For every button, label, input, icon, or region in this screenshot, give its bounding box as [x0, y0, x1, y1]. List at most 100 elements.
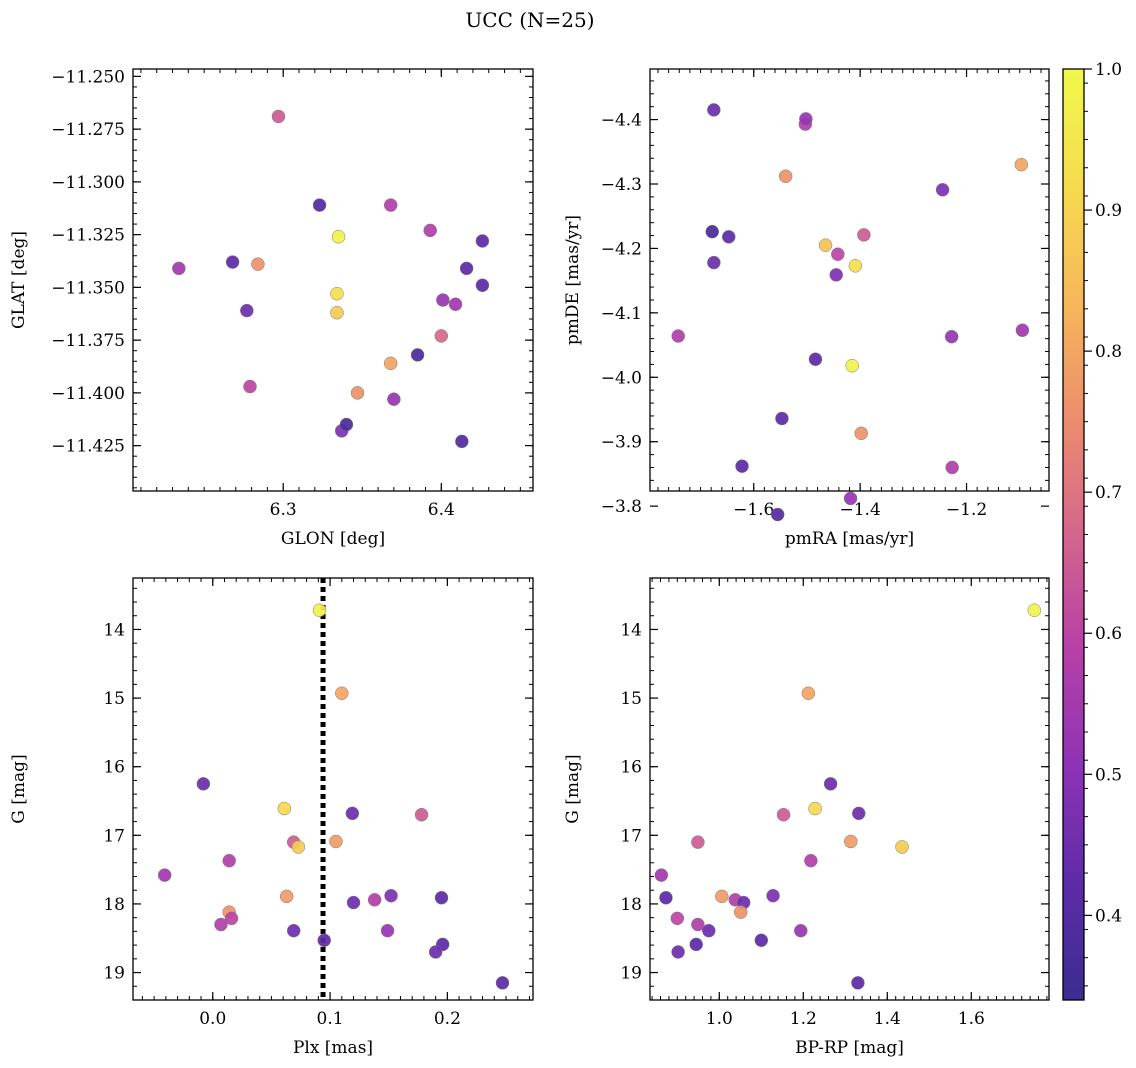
figure-title: UCC (N=25)	[465, 8, 594, 32]
data-point	[383, 356, 398, 371]
data-point	[240, 303, 254, 318]
data-point	[945, 460, 959, 475]
data-point	[243, 379, 257, 394]
y-tick-label: 17	[620, 826, 642, 846]
data-point	[346, 895, 361, 910]
y-tick-label: 14	[103, 620, 125, 640]
data-point	[671, 329, 685, 343]
data-point	[423, 223, 437, 238]
data-point	[808, 352, 823, 366]
data-point	[804, 853, 818, 868]
x-tick-label: −1.2	[946, 500, 987, 520]
x-tick-label: 1.2	[790, 1009, 817, 1029]
data-points	[157, 603, 510, 990]
data-points	[172, 109, 490, 449]
y-tick-label: 18	[103, 895, 125, 915]
data-point	[721, 230, 736, 244]
y-tick-label: −4.0	[601, 368, 642, 388]
data-point	[339, 417, 354, 432]
y-axis-label: G [mag]	[563, 754, 583, 823]
panel-color_g: 1.0 1.2 1.4 1.6 14 15 16 17 18 19 BP-RP [mag] G [ma…	[563, 577, 1050, 1058]
data-point	[754, 933, 769, 948]
data-point	[707, 103, 721, 117]
data-point	[428, 945, 443, 959]
data-point	[659, 891, 673, 905]
data-point	[823, 777, 838, 791]
data-point	[775, 411, 789, 426]
data-point	[843, 491, 858, 506]
data-point	[383, 198, 398, 212]
data-point	[715, 889, 729, 904]
y-tick-label: 15	[103, 689, 125, 709]
data-point	[436, 293, 450, 307]
data-point	[829, 268, 843, 282]
data-point	[702, 923, 716, 938]
y-tick-label: −4.1	[601, 304, 642, 324]
data-point	[330, 286, 344, 301]
data-point	[944, 329, 959, 344]
data-point	[434, 329, 449, 343]
data-point	[935, 183, 950, 197]
x-tick-label: 6.4	[428, 500, 455, 520]
axes-frame	[649, 577, 1050, 1001]
data-point	[277, 801, 292, 816]
data-point	[895, 840, 909, 854]
data-point	[857, 228, 871, 242]
data-point	[317, 933, 331, 948]
x-tick-label: 0.1	[317, 1009, 344, 1029]
data-points	[671, 103, 1030, 522]
data-point	[1027, 603, 1042, 618]
data-point	[455, 434, 469, 449]
colorbar-tick-label: 0.7	[1095, 483, 1122, 503]
y-tick-label: −11.400	[51, 384, 125, 404]
data-point	[770, 507, 785, 522]
data-point	[844, 834, 858, 849]
x-tick-label: −1.6	[733, 500, 774, 520]
panel-pm: −1.6 −1.4 −1.2−3.8−3.9−4.0−4.1−4.2−4.3−4.4…	[563, 68, 1050, 549]
data-points	[654, 603, 1042, 990]
data-point	[214, 917, 228, 932]
data-point	[671, 945, 685, 959]
data-point	[172, 261, 186, 276]
data-point	[776, 807, 791, 822]
data-point	[414, 807, 429, 822]
data-point	[157, 868, 172, 882]
y-tick-label: 18	[620, 895, 642, 915]
data-point	[350, 386, 365, 400]
x-tick-label: 0.0	[199, 1009, 226, 1029]
data-point	[384, 888, 398, 903]
data-point	[387, 392, 401, 406]
data-point	[196, 777, 211, 791]
colorbar-tick-label: 0.8	[1095, 342, 1122, 362]
minor-ticks	[133, 578, 533, 1001]
y-tick-label: 19	[103, 964, 125, 984]
y-tick-label: −3.8	[601, 497, 642, 517]
data-point	[845, 358, 859, 373]
data-point	[225, 255, 240, 269]
y-axis-label: G [mag]	[9, 754, 29, 823]
data-point	[733, 905, 748, 919]
data-point	[410, 348, 425, 362]
x-axis-label: Plx [mas]	[293, 1038, 373, 1058]
data-point	[808, 801, 822, 816]
y-tick-label: 17	[103, 826, 125, 846]
panel-plx_g: 0.0 0.1 0.2 14 15 16 17 18 19 Plx [mas] G [mag]	[9, 577, 534, 1058]
y-tick-label: −4.4	[601, 111, 642, 131]
data-point	[707, 255, 721, 270]
data-point	[434, 891, 449, 905]
y-tick-label: −4.2	[601, 239, 642, 259]
y-tick-label: −11.325	[51, 226, 125, 246]
data-point	[459, 261, 474, 276]
data-point	[367, 893, 382, 907]
data-point	[670, 911, 685, 926]
data-point	[345, 806, 360, 821]
data-point	[448, 297, 463, 312]
data-point	[799, 112, 813, 126]
x-axis-label: GLON [deg]	[281, 529, 385, 549]
x-axis-label: pmRA [mas/yr]	[785, 529, 914, 549]
x-axis-label: BP-RP [mag]	[795, 1038, 904, 1058]
y-tick-label: 14	[620, 620, 642, 640]
data-point	[380, 923, 395, 938]
y-tick-label: −3.9	[601, 433, 642, 453]
data-point	[691, 917, 705, 932]
